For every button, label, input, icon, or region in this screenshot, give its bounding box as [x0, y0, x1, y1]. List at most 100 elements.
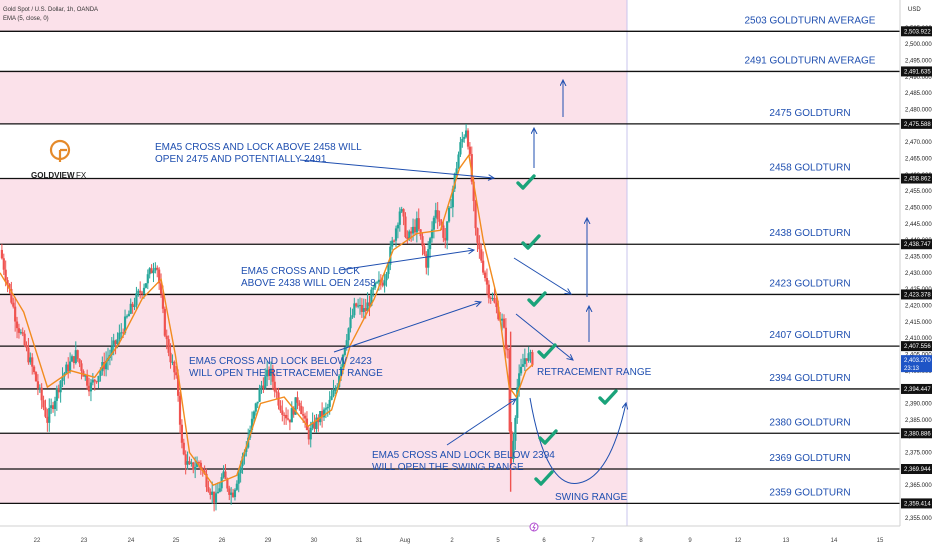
candle-body-157 — [298, 402, 301, 406]
candle-body-16 — [31, 357, 34, 367]
candle-body-195 — [370, 289, 373, 306]
y-tick-19: 2,450.000 — [905, 205, 932, 211]
candle-body-253 — [480, 249, 483, 261]
candle-body-183 — [347, 328, 350, 341]
arrow-a4 — [446, 399, 516, 446]
candle-body-236 — [447, 207, 451, 222]
y-tick-28: 2,495.000 — [905, 58, 932, 64]
candle-body-179 — [339, 366, 343, 376]
candle-body-104 — [197, 462, 201, 464]
candle-body-92 — [175, 372, 178, 376]
candle-body-60 — [114, 340, 117, 345]
y-tick-4: 2,375.000 — [905, 450, 932, 456]
x-tick-16: 13 — [783, 538, 790, 544]
candle-body-48 — [91, 379, 94, 383]
y-tick-18: 2,445.000 — [905, 222, 932, 228]
candle-body-204 — [387, 264, 390, 275]
level-label-0: 2503 GOLDTURN AVERAGE — [745, 15, 876, 26]
candle-body-54 — [103, 362, 106, 370]
candle-body-81 — [154, 267, 157, 271]
arrow-down-2407 — [515, 313, 573, 360]
candle-body-17 — [33, 366, 36, 373]
candle-body-136 — [258, 388, 261, 402]
candle-body-141 — [267, 369, 271, 376]
candle-body-259 — [491, 297, 494, 299]
arrows — [299, 80, 626, 484]
y-tick-16: 2,435.000 — [905, 254, 932, 260]
checks — [516, 174, 618, 486]
annotations: EMA5 CROSS AND LOCK ABOVE 2458 WILLOPEN … — [155, 142, 652, 503]
candle-body-79 — [150, 268, 153, 274]
candle-body-132 — [250, 418, 254, 430]
candle-body-163 — [309, 427, 312, 440]
candle-body-10 — [19, 332, 22, 334]
candle-body-93 — [177, 375, 180, 396]
y-tick-22: 2,465.000 — [905, 156, 932, 162]
candle-body-256 — [485, 278, 489, 285]
level-badge-label-3: 2,458.862 — [904, 177, 931, 183]
candle-body-30 — [57, 388, 60, 393]
candle-body-129 — [245, 447, 248, 452]
candle-body-8 — [15, 321, 19, 329]
annotation-a1-line-0: EMA5 CROSS AND LOCK ABOVE 2458 WILL — [155, 142, 362, 153]
candle-body-58 — [110, 346, 113, 355]
logo: GOLDVIEW FX — [31, 139, 87, 180]
candle-body-245 — [465, 130, 468, 137]
level-badge-label-5: 2,423.378 — [904, 292, 931, 298]
candle-body-265 — [502, 318, 506, 328]
candle-body-52 — [99, 371, 102, 376]
candle-body-76 — [144, 283, 147, 288]
candle-body-277 — [525, 358, 528, 361]
candle-body-114 — [216, 491, 219, 494]
check-mark-5 — [538, 429, 558, 445]
candle-body-133 — [252, 411, 255, 419]
candle-body-21 — [40, 387, 43, 401]
candle-body-214 — [406, 237, 409, 240]
candle-body-225 — [427, 249, 430, 268]
candle-body-119 — [226, 478, 229, 489]
candle-body-15 — [29, 357, 32, 363]
candle-body-279 — [529, 352, 532, 354]
candle-body-135 — [256, 401, 259, 404]
level-badge-5 — [901, 289, 932, 300]
candle-body-116 — [220, 477, 223, 489]
candle-body-64 — [122, 332, 125, 334]
x-tick-11: 6 — [542, 538, 546, 544]
candle-body-55 — [105, 360, 108, 370]
zone-band-3 — [0, 294, 627, 347]
candle-body-65 — [123, 316, 127, 334]
candle-body-77 — [146, 274, 149, 284]
logo-brand: GOLDVIEW — [31, 171, 75, 180]
candle-body-209 — [396, 224, 399, 229]
candle-body-264 — [501, 318, 504, 321]
candle-body-255 — [483, 272, 487, 279]
candle-body-211 — [400, 209, 403, 212]
logo-suffix: FX — [76, 171, 87, 180]
candle-body-145 — [275, 391, 278, 393]
candle-body-247 — [468, 146, 471, 155]
candle-body-96 — [182, 442, 185, 455]
x-axis[interactable]: 22 23 24 25 26 29 30 31 Aug 2 5 6 7 8 9 12 13 14 15 — [0, 522, 932, 550]
header: Gold Spot / U.S. Dollar, 1h, OANDA EMA (5… — [3, 7, 98, 22]
y-tick-15: 2,430.000 — [905, 271, 932, 277]
candle-body-98 — [186, 461, 189, 465]
candle-body-111 — [211, 491, 214, 495]
candle-body-26 — [50, 405, 53, 409]
level-badge-label-0: 2,503.922 — [904, 29, 931, 35]
annotation-a3-line-0: EMA5 CROSS AND LOCK BELOW 2423 — [189, 356, 372, 367]
levels: 2503 GOLDTURN AVERAGE 2491 GOLDTURN AVERA… — [0, 15, 900, 505]
candle-body-206 — [391, 240, 394, 247]
y-axis[interactable]: USD2,355.0002,360.0002,365.0002,370.0002… — [899, 0, 932, 550]
candle-body-100 — [190, 462, 193, 465]
candle-body-120 — [228, 488, 231, 495]
candle-body-94 — [178, 395, 182, 425]
candle-body-159 — [302, 414, 305, 416]
candle-body-117 — [222, 471, 225, 478]
candle-body-210 — [398, 211, 401, 225]
candle-body-31 — [59, 380, 62, 393]
candle-body-108 — [205, 473, 208, 488]
candle-body-62 — [118, 332, 121, 340]
logo-mark — [58, 148, 67, 162]
zone-band-1 — [0, 71, 627, 124]
